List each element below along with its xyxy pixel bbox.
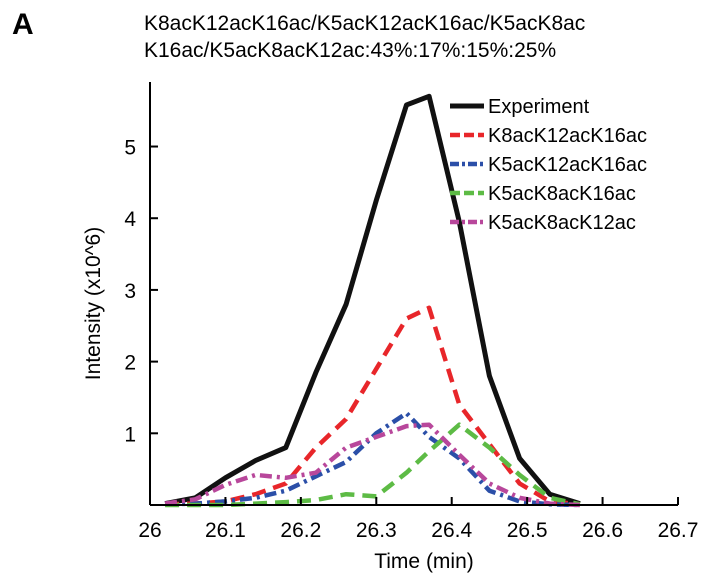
series-line-5 bbox=[164, 422, 581, 508]
chart-title-line-2: K16ac/K5acK8acK12ac:43%:17%:15%:25% bbox=[144, 39, 557, 62]
x-tick-label: 26.6 bbox=[582, 519, 623, 542]
series-line-2 bbox=[165, 305, 581, 507]
y-tick-label: 4 bbox=[124, 208, 136, 231]
x-axis-label: Time (min) bbox=[374, 550, 474, 573]
chart-title-line-1: K8acK12acK16ac/K5acK12acK16ac/K5acK8ac bbox=[144, 12, 586, 35]
y-tick-label: 2 bbox=[124, 352, 136, 375]
chart-title: K8acK12acK16ac/K5acK12acK16ac/K5acK8ac K… bbox=[144, 10, 585, 64]
legend-label-3: K5acK12acK16ac bbox=[488, 154, 647, 176]
y-ticks: 1 2 3 4 5 bbox=[124, 137, 158, 446]
x-tick-label: 26.3 bbox=[356, 519, 397, 542]
x-tick-label: 26.7 bbox=[658, 519, 699, 542]
axes bbox=[149, 82, 678, 506]
legend-label-1: Experiment bbox=[488, 96, 590, 118]
y-axis-label: Intensity (x10^6) bbox=[82, 227, 105, 380]
legend-label-4: K5acK8acK16ac bbox=[488, 183, 636, 205]
legend-label-2: K8acK12acK16ac bbox=[488, 125, 647, 147]
x-tick-label: 26.5 bbox=[507, 519, 548, 542]
x-tick-label: 26.2 bbox=[280, 519, 321, 542]
x-ticks: 26 26.1 26.2 26.3 26.4 26.5 26.6 26.7 bbox=[138, 497, 698, 542]
x-tick-label: 26.1 bbox=[205, 519, 246, 542]
y-tick-label: 1 bbox=[124, 423, 136, 446]
x-tick-label: 26.4 bbox=[431, 519, 472, 542]
series-line-3 bbox=[165, 410, 580, 508]
y-tick-label: 5 bbox=[124, 137, 136, 160]
legend: Experiment K8acK12acK16ac K5acK12acK16ac K5… bbox=[450, 96, 647, 234]
x-tick-label: 26 bbox=[138, 519, 161, 542]
panel-letter: A bbox=[12, 8, 34, 41]
series-line-1 bbox=[164, 93, 581, 507]
legend-label-5: K5acK8acK12ac bbox=[488, 212, 636, 234]
y-tick-label: 3 bbox=[124, 280, 136, 303]
